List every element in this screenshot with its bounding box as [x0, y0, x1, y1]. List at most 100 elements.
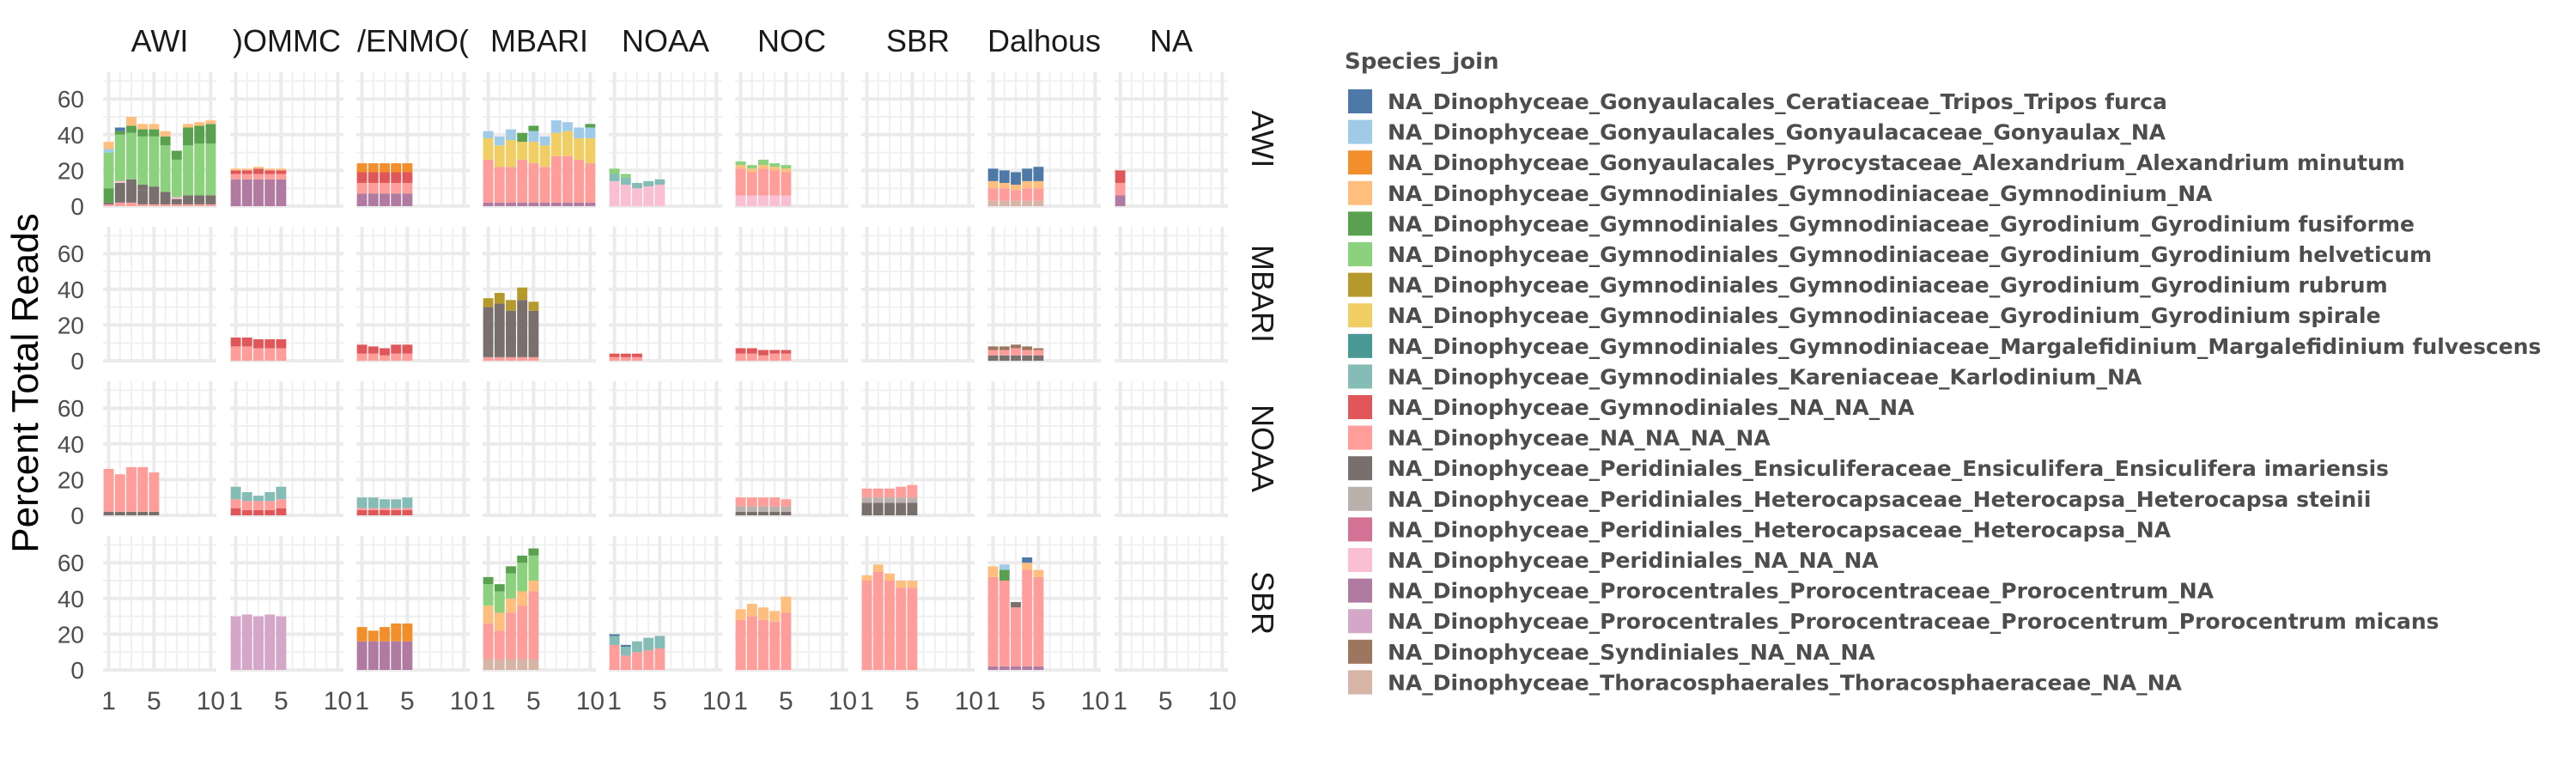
bar-segment	[137, 185, 149, 191]
bar-segment	[872, 502, 884, 515]
bar-segment	[494, 659, 505, 670]
bar-segment	[907, 497, 918, 503]
bar-segment	[114, 511, 125, 515]
bar-segment	[861, 502, 872, 515]
bar-segment	[769, 621, 781, 670]
facet-column-label: MBARI	[490, 23, 588, 58]
bar-segment	[494, 591, 505, 613]
legend-swatch	[1348, 578, 1372, 603]
bar-segment	[160, 131, 171, 137]
y-tick-label: 40	[58, 122, 84, 149]
y-tick-label: 40	[58, 277, 84, 303]
bar-segment	[769, 170, 781, 196]
panel-bars	[987, 167, 1044, 206]
bar-segment	[585, 137, 596, 164]
bar-segment	[585, 202, 596, 206]
bar-segment	[506, 659, 516, 670]
bar-segment	[483, 307, 494, 357]
bar-segment	[550, 120, 562, 133]
bar-segment	[643, 637, 654, 651]
bar-segment	[632, 356, 642, 361]
bar-segment	[253, 179, 264, 206]
bar-segment	[230, 179, 241, 206]
bar-segment	[654, 185, 665, 206]
x-tick-label: 5	[779, 687, 793, 715]
bar-segment	[574, 202, 585, 206]
bar-segment	[735, 348, 746, 354]
x-tick-label: 1	[481, 687, 495, 715]
bar-segment	[1033, 666, 1044, 670]
bar-segment	[506, 167, 516, 203]
bar-segment	[1022, 355, 1033, 361]
panel-bars	[103, 466, 160, 515]
panel-bars	[230, 614, 287, 670]
bar-segment	[264, 491, 276, 502]
legend-label: NA_Dinophyceae_Peridiniales_Ensiculifera…	[1388, 456, 2389, 481]
bar-segment	[494, 202, 505, 206]
bar-segment	[735, 168, 746, 196]
bar-segment	[391, 163, 402, 173]
facet-column-label: /ENMO(	[357, 23, 469, 58]
facet-column-label: Dalhous	[987, 23, 1101, 58]
bar-segment	[276, 168, 287, 171]
bar-segment	[735, 511, 746, 515]
panel-bars	[230, 167, 287, 206]
bar-segment	[391, 509, 402, 515]
legend-item: NA_Dinophyceae_Gymnodiniales_Gymnodiniac…	[1348, 272, 2388, 298]
bar-segment	[884, 488, 895, 498]
legend-item: NA_Dinophyceae_Gymnodiniales_Kareniaceae…	[1348, 364, 2142, 389]
panel-bars	[356, 344, 413, 361]
bar-segment	[506, 598, 516, 613]
bar-segment	[1115, 170, 1126, 183]
facet-column-label: SBR	[886, 23, 950, 58]
bar-segment	[781, 195, 792, 206]
bar-segment	[632, 188, 642, 206]
legend-label: NA_Dinophyceae_Peridiniales_Heterocapsac…	[1388, 487, 2371, 512]
legend-label: NA_Dinophyceae_Gymnodiniales_Gymnodiniac…	[1388, 303, 2381, 328]
legend-label: NA_Dinophyceae_Prorocentrales_Prorocentr…	[1388, 579, 2215, 604]
legend-label: NA_Dinophyceae_Gonyaulacales_Gonyaulacac…	[1388, 120, 2166, 145]
bar-segment	[999, 666, 1010, 670]
legend-swatch	[1348, 333, 1372, 358]
bar-segment	[758, 497, 769, 507]
y-tick-label: 20	[58, 157, 84, 184]
y-tick-label: 60	[58, 395, 84, 422]
bar-segment	[528, 356, 539, 361]
bar-segment	[160, 145, 171, 192]
legend-item: NA_Dinophyceae_Gonyaulacales_Gonyaulacac…	[1348, 119, 2166, 145]
bar-segment	[253, 168, 264, 174]
bar-segment	[609, 353, 620, 357]
panel-bars	[356, 623, 413, 670]
bar-segment	[574, 127, 585, 138]
bar-segment	[494, 136, 505, 146]
legend-swatch	[1348, 119, 1372, 144]
legend-label: NA_Dinophyceae_Gymnodiniales_Gymnodiniac…	[1388, 334, 2541, 359]
bar-segment	[253, 339, 264, 349]
bar-segment	[1011, 185, 1021, 191]
legend-label: NA_Dinophyceae_NA_NA_NA_NA	[1388, 426, 1771, 451]
bar-segment	[999, 188, 1010, 201]
bar-segment	[391, 182, 402, 194]
bar-segment	[160, 192, 171, 204]
bar-segment	[781, 350, 792, 354]
bar-segment	[149, 204, 160, 206]
bar-segment	[643, 650, 654, 670]
bar-segment	[126, 125, 137, 133]
bar-segment	[769, 506, 781, 512]
legend-item: NA_Dinophyceae_Gymnodiniales_NA_NA_NA	[1348, 395, 1915, 420]
bar-segment	[550, 132, 562, 156]
bar-segment	[114, 134, 125, 181]
bar-segment	[758, 195, 769, 206]
panel-bars	[735, 596, 792, 670]
bar-segment	[137, 124, 149, 130]
bar-segment	[999, 569, 1010, 581]
bar-segment	[126, 511, 137, 515]
bar-segment	[550, 202, 562, 206]
legend-label: NA_Dinophyceae_Gymnodiniales_Gymnodiniac…	[1388, 211, 2415, 236]
bar-segment	[253, 496, 264, 502]
bar-segment	[987, 566, 999, 577]
bar-segment	[183, 145, 193, 196]
bar-segment	[380, 627, 390, 642]
bar-segment	[585, 163, 596, 203]
